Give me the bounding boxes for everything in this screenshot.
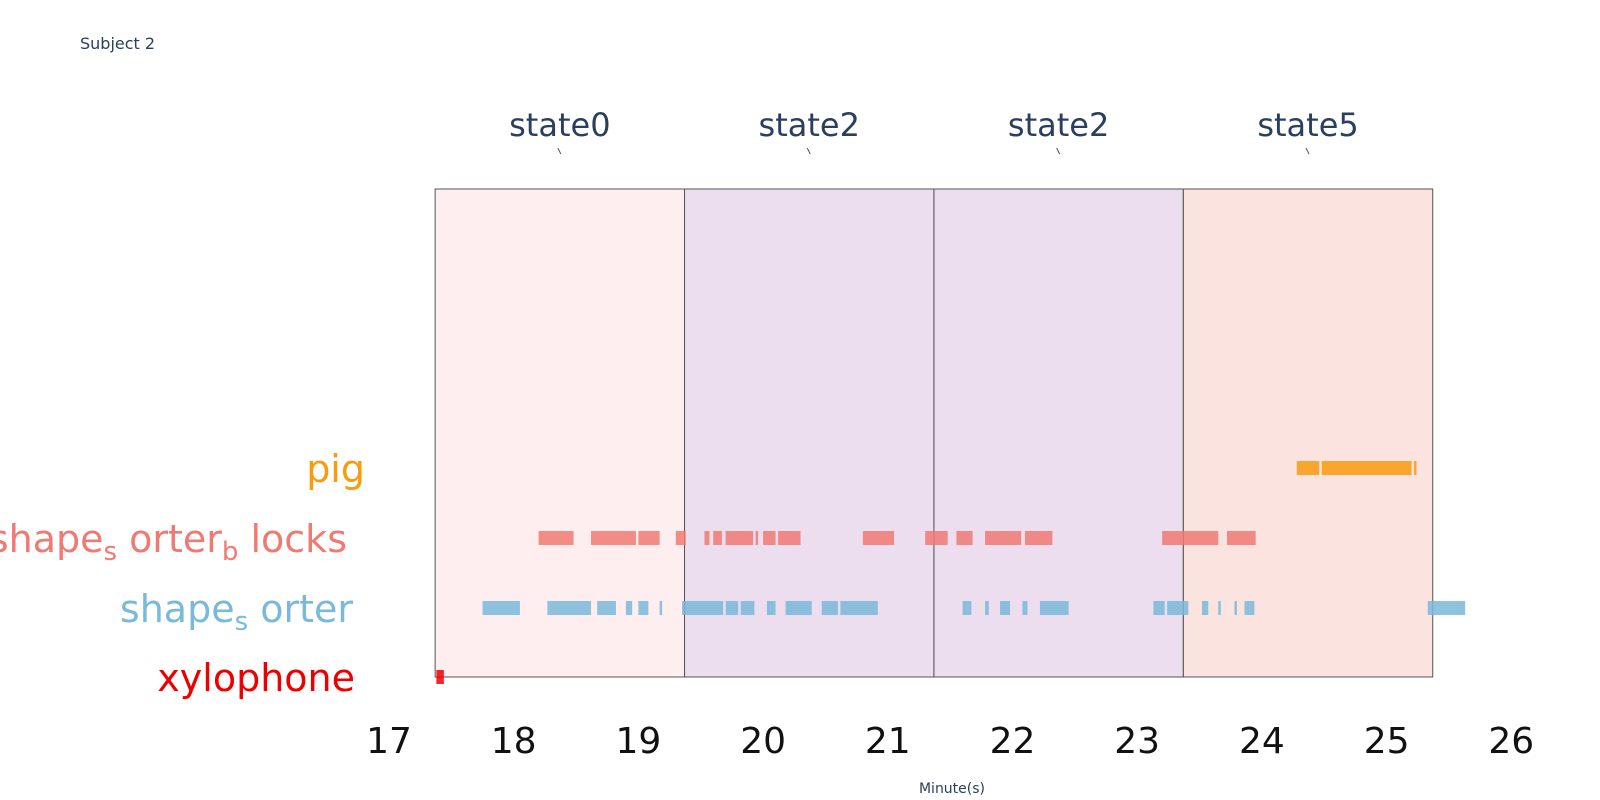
state-band-1 <box>684 188 935 678</box>
segment-shape_sorter_blocks-7 <box>755 531 759 545</box>
x-axis-ticks: 17 18 19 20 21 22 23 24 25 26 <box>366 721 1534 762</box>
segment-shape_sorter-13 <box>962 601 972 615</box>
state-label-3: state5 <box>1257 106 1358 144</box>
segment-shape_sorter_blocks-9 <box>778 531 801 545</box>
segment-shape_sorter_blocks-11 <box>925 531 948 545</box>
segment-shape_sorter_blocks-6 <box>725 531 754 545</box>
segment-shape_sorter_blocks-4 <box>704 531 710 545</box>
segment-shape_sorter_blocks-2 <box>638 531 660 545</box>
state-label-2: state2 <box>1008 106 1109 144</box>
segment-shape_sorter-16 <box>1022 601 1028 615</box>
x-tick-20: 20 <box>740 721 786 762</box>
segment-shape_sorter-15 <box>1000 601 1011 615</box>
state-band-3 <box>1182 188 1434 678</box>
segment-shape_sorter_blocks-13 <box>985 531 1022 545</box>
segment-shape_sorter_blocks-5 <box>713 531 722 545</box>
segment-shape_sorter-9 <box>766 601 776 615</box>
segment-shape_sorter_blocks-14 <box>1024 531 1053 545</box>
state-label-1: state2 <box>759 106 860 144</box>
state-label-0: state0 <box>509 106 610 144</box>
segment-shape_sorter_blocks-15 <box>1162 531 1219 545</box>
x-tick-21: 21 <box>865 721 911 762</box>
state-label-tick-3 <box>1305 147 1310 155</box>
state-labels: state0 state2 state2 state5 <box>509 106 1359 155</box>
row-segments <box>436 461 1466 684</box>
segment-shape_sorter-1 <box>547 601 592 615</box>
x-tick-26: 26 <box>1488 721 1534 762</box>
row-label-pig: pig <box>306 447 365 491</box>
state-band-2 <box>933 188 1184 678</box>
x-tick-24: 24 <box>1239 721 1285 762</box>
segment-pig-2 <box>1414 461 1417 475</box>
segment-shape_sorter-24 <box>1427 601 1466 615</box>
x-axis-title: Minute(s) <box>919 781 985 797</box>
segment-shape_sorter-2 <box>597 601 616 615</box>
x-tick-17: 17 <box>366 721 412 762</box>
state-label-tick-0 <box>557 147 562 155</box>
segment-shape_sorter-21 <box>1218 601 1221 615</box>
segment-shape_sorter-22 <box>1234 601 1237 615</box>
row-label-shape_sorter_blocks: shapes orterb locks <box>0 517 347 567</box>
segment-shape_sorter-17 <box>1039 601 1069 615</box>
segment-shape_sorter_blocks-12 <box>956 531 973 545</box>
x-tick-22: 22 <box>990 721 1036 762</box>
x-tick-25: 25 <box>1364 721 1410 762</box>
segment-shape_sorter-7 <box>725 601 739 615</box>
segment-shape_sorter-8 <box>740 601 755 615</box>
segment-shape_sorter-5 <box>659 601 663 615</box>
state-label-tick-1 <box>806 147 811 155</box>
segment-shape_sorter-14 <box>985 601 989 615</box>
segment-shape_sorter-3 <box>625 601 633 615</box>
state-bands <box>434 188 1434 678</box>
segment-shape_sorter_blocks-3 <box>675 531 686 545</box>
segment-shape_sorter-4 <box>638 601 649 615</box>
segment-shape_sorter_blocks-1 <box>591 531 636 545</box>
segment-shape_sorter-6 <box>682 601 724 615</box>
segment-shape_sorter-23 <box>1244 601 1255 615</box>
segment-pig-0 <box>1296 461 1320 475</box>
segment-shape_sorter-11 <box>821 601 838 615</box>
subject-title: Subject 2 <box>80 34 156 53</box>
segment-shape_sorter-0 <box>482 601 520 615</box>
segment-shape_sorter_blocks-16 <box>1226 531 1256 545</box>
segment-xylophone-0 <box>436 670 444 684</box>
row-label-xylophone: xylophone <box>157 656 355 700</box>
row-labels: pig shapes orterb locks shapes orter xyloph… <box>0 447 365 700</box>
x-tick-18: 18 <box>491 721 537 762</box>
row-label-shape_sorter: shapes orter <box>120 587 353 637</box>
segment-shape_sorter_blocks-0 <box>538 531 574 545</box>
x-tick-19: 19 <box>615 721 661 762</box>
segment-shape_sorter_blocks-8 <box>763 531 776 545</box>
segment-shape_sorter_blocks-10 <box>862 531 895 545</box>
state-label-tick-2 <box>1056 147 1061 155</box>
segment-shape_sorter-12 <box>840 601 878 615</box>
segment-pig-1 <box>1321 461 1412 475</box>
segment-shape_sorter-19 <box>1167 601 1189 615</box>
segment-shape_sorter-10 <box>785 601 812 615</box>
segment-shape_sorter-20 <box>1202 601 1209 615</box>
x-tick-23: 23 <box>1114 721 1160 762</box>
segment-shape_sorter-18 <box>1153 601 1165 615</box>
